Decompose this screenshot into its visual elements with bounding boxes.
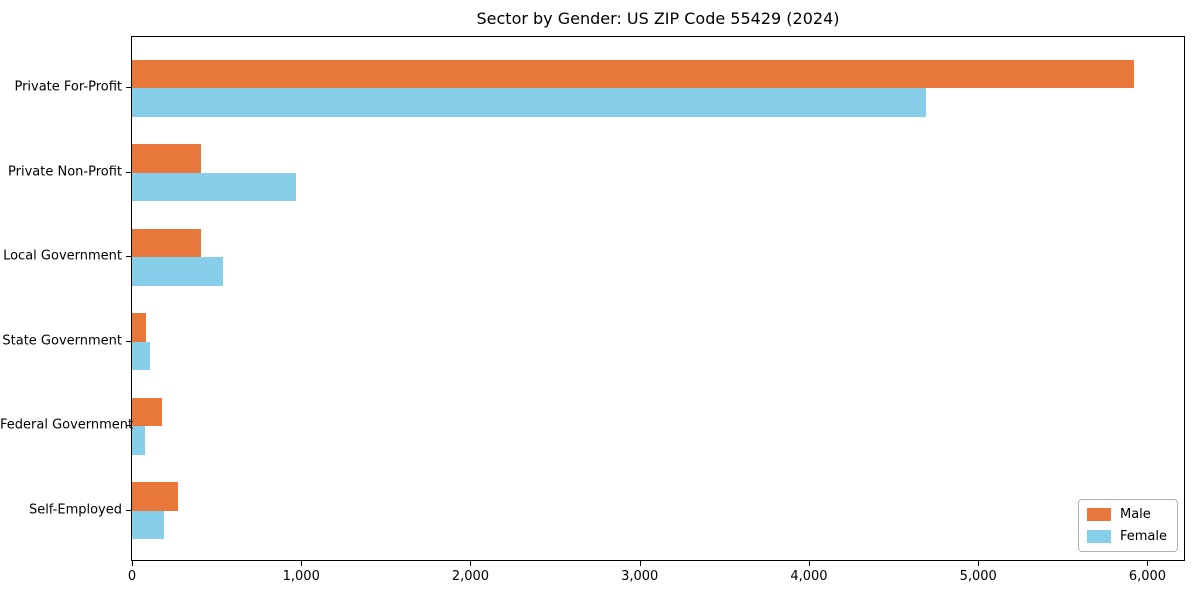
x-tick-label-1-000: 1,000 xyxy=(282,569,320,584)
x-tick-mark xyxy=(301,561,303,566)
bar-female-private-non-profit xyxy=(132,172,297,201)
bar-male-self-employed xyxy=(132,482,178,511)
category-label-self-employed: Self-Employed xyxy=(28,502,122,517)
x-tick-mark xyxy=(639,561,641,566)
bar-male-local-government xyxy=(132,228,202,257)
x-tick-label-6-000: 6,000 xyxy=(1128,569,1167,584)
x-tick-mark xyxy=(470,561,472,566)
bar-male-private-for-profit xyxy=(132,59,1134,88)
bar-male-state-government xyxy=(132,313,146,342)
y-tick-mark xyxy=(126,340,131,342)
x-tick-mark xyxy=(808,561,810,566)
x-tick-label-3-000: 3,000 xyxy=(621,569,659,584)
x-tick-mark xyxy=(978,561,980,566)
category-label-federal-government: Federal Government xyxy=(0,417,134,433)
plot-area: Male Female xyxy=(131,36,1185,561)
y-tick-mark xyxy=(126,256,131,257)
x-tick-mark xyxy=(1147,561,1149,566)
bar-female-state-government xyxy=(132,341,150,370)
category-label-local-government: Local Government xyxy=(3,248,122,264)
bar-female-private-for-profit xyxy=(132,88,926,117)
y-tick-mark xyxy=(126,509,131,511)
legend-label-male: Male xyxy=(1119,507,1151,522)
bar-female-local-government xyxy=(132,257,223,286)
x-tick-mark xyxy=(132,561,133,566)
chart-title: Sector by Gender: US ZIP Code 55429 (202… xyxy=(476,9,840,28)
category-label-state-government: State Government xyxy=(2,333,122,348)
y-tick-mark xyxy=(126,425,131,426)
legend-item-female: Female xyxy=(1086,529,1167,544)
female-series-swatch xyxy=(1086,530,1111,543)
bar-female-federal-government xyxy=(132,426,145,455)
bar-male-federal-government xyxy=(132,397,162,426)
category-label-private-for-profit: Private For-Profit xyxy=(14,79,122,95)
x-tick-label-0: 0 xyxy=(127,569,137,584)
y-tick-mark xyxy=(126,171,131,173)
legend-item-male: Male xyxy=(1086,507,1167,522)
legend: Male Female xyxy=(1077,499,1178,552)
category-label-private-non-profit: Private Non-Profit xyxy=(8,164,122,179)
male-series-swatch xyxy=(1086,508,1111,521)
bar-female-self-employed xyxy=(132,510,165,539)
x-tick-label-4-000: 4,000 xyxy=(790,569,828,584)
x-tick-label-5-000: 5,000 xyxy=(959,569,997,584)
bar-male-private-non-profit xyxy=(132,144,202,173)
y-tick-mark xyxy=(126,87,131,88)
x-tick-label-2-000: 2,000 xyxy=(451,569,490,584)
legend-label-female: Female xyxy=(1119,529,1167,544)
